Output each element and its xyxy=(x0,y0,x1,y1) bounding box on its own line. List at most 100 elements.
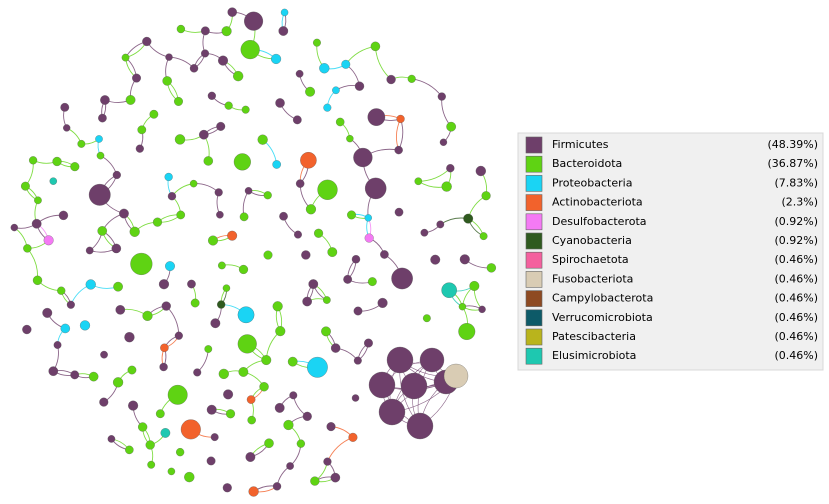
node xyxy=(222,483,232,493)
legend-label: Bacteroidota xyxy=(552,157,622,170)
node xyxy=(287,356,298,367)
node xyxy=(233,153,251,171)
node xyxy=(216,121,226,131)
node xyxy=(149,109,159,119)
node xyxy=(314,228,324,238)
node xyxy=(100,350,108,359)
node xyxy=(147,460,156,469)
node xyxy=(446,164,455,173)
node xyxy=(224,101,233,110)
node xyxy=(317,179,338,200)
legend-swatch xyxy=(525,309,543,327)
node xyxy=(308,279,319,289)
node xyxy=(247,415,256,425)
node xyxy=(200,26,210,36)
node xyxy=(378,398,406,426)
node xyxy=(60,323,71,334)
node xyxy=(127,365,137,375)
node xyxy=(77,139,86,148)
node xyxy=(271,53,282,64)
node xyxy=(319,63,330,74)
node xyxy=(218,55,229,66)
edge xyxy=(165,305,180,336)
node xyxy=(261,355,272,366)
node xyxy=(280,8,289,17)
legend-label: Actinobacteriota xyxy=(552,196,643,209)
legend-label: Proteobacteria xyxy=(552,176,632,189)
nodes xyxy=(10,7,497,497)
node xyxy=(52,156,62,167)
node xyxy=(323,296,331,304)
node xyxy=(283,419,294,431)
node xyxy=(441,282,457,298)
node xyxy=(31,218,42,229)
node xyxy=(469,281,480,291)
node xyxy=(353,147,373,168)
legend-percent: (0.92%) xyxy=(774,215,818,228)
node xyxy=(193,368,202,377)
node xyxy=(330,472,341,483)
node xyxy=(330,343,341,353)
node xyxy=(227,7,237,17)
node xyxy=(377,297,388,308)
edge xyxy=(411,78,443,97)
node xyxy=(125,445,134,455)
node xyxy=(204,345,213,353)
edge xyxy=(374,46,392,80)
node xyxy=(95,135,103,143)
node xyxy=(88,371,99,382)
node xyxy=(257,134,268,145)
node xyxy=(310,476,320,486)
node xyxy=(400,372,428,400)
node xyxy=(48,366,59,376)
node xyxy=(85,246,94,255)
legend-percent: (0.46%) xyxy=(774,253,818,266)
edge xyxy=(26,248,39,281)
node xyxy=(443,363,469,389)
node xyxy=(323,457,332,466)
node xyxy=(348,432,358,442)
node xyxy=(115,305,126,315)
node xyxy=(294,230,302,239)
node xyxy=(158,279,170,290)
node xyxy=(305,204,317,215)
node xyxy=(370,41,381,52)
node xyxy=(239,212,249,222)
node xyxy=(70,162,80,172)
node xyxy=(189,179,198,188)
node xyxy=(165,261,175,272)
node xyxy=(233,70,244,82)
node xyxy=(279,211,288,221)
node xyxy=(32,275,43,285)
node xyxy=(190,298,200,308)
node xyxy=(85,279,96,290)
node xyxy=(145,440,155,450)
node xyxy=(364,177,387,200)
legend-label: Cyanobacteria xyxy=(552,234,632,247)
node xyxy=(439,138,448,146)
node xyxy=(354,81,365,91)
legend-box xyxy=(517,132,824,371)
node xyxy=(463,213,474,224)
node xyxy=(203,156,214,166)
node xyxy=(22,324,32,335)
node xyxy=(88,183,111,206)
node xyxy=(259,382,269,392)
node xyxy=(286,462,294,470)
node xyxy=(167,467,176,476)
legend-swatch xyxy=(525,251,543,269)
node xyxy=(142,310,153,321)
node xyxy=(129,226,140,237)
node xyxy=(221,26,232,37)
node xyxy=(391,267,413,290)
node xyxy=(206,404,217,415)
node xyxy=(238,367,249,377)
node xyxy=(201,49,210,58)
node xyxy=(332,86,340,95)
node xyxy=(289,391,298,400)
node xyxy=(43,235,54,246)
node xyxy=(49,177,58,185)
node xyxy=(180,419,201,440)
node xyxy=(241,105,250,114)
node xyxy=(406,412,434,440)
